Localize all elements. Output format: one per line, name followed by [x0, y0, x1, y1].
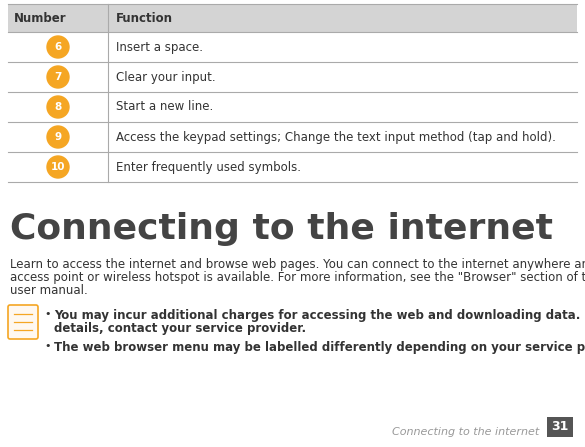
Text: 6: 6 — [54, 42, 61, 52]
Circle shape — [47, 126, 69, 148]
Text: You may incur additional charges for accessing the web and downloading data. For: You may incur additional charges for acc… — [54, 309, 585, 322]
Text: details, contact your service provider.: details, contact your service provider. — [54, 322, 306, 335]
Text: 7: 7 — [54, 72, 61, 82]
Text: Clear your input.: Clear your input. — [116, 71, 216, 84]
Text: user manual.: user manual. — [10, 284, 88, 297]
Text: The web browser menu may be labelled differently depending on your service provi: The web browser menu may be labelled dif… — [54, 341, 585, 354]
Bar — [8, 4, 577, 32]
Text: Connecting to the internet: Connecting to the internet — [10, 212, 553, 246]
Text: Start a new line.: Start a new line. — [116, 101, 214, 114]
Circle shape — [47, 36, 69, 58]
Text: Function: Function — [116, 12, 173, 25]
Text: Access the keypad settings; Change the text input method (tap and hold).: Access the keypad settings; Change the t… — [116, 131, 556, 143]
Text: Learn to access the internet and browse web pages. You can connect to the intern: Learn to access the internet and browse … — [10, 258, 585, 271]
Text: •: • — [44, 309, 50, 319]
Text: Insert a space.: Insert a space. — [116, 41, 203, 54]
Text: Number: Number — [14, 12, 67, 25]
Text: 8: 8 — [54, 102, 61, 112]
Bar — [547, 417, 573, 437]
Circle shape — [47, 66, 69, 88]
Text: Enter frequently used symbols.: Enter frequently used symbols. — [116, 160, 301, 173]
Circle shape — [47, 96, 69, 118]
Circle shape — [47, 156, 69, 178]
FancyBboxPatch shape — [8, 305, 38, 339]
Text: 31: 31 — [551, 421, 569, 434]
Text: access point or wireless hotspot is available. For more information, see the "Br: access point or wireless hotspot is avai… — [10, 271, 585, 284]
Text: Connecting to the internet: Connecting to the internet — [392, 427, 539, 437]
Text: 10: 10 — [51, 162, 66, 172]
Text: 9: 9 — [54, 132, 61, 142]
Text: •: • — [44, 341, 50, 351]
